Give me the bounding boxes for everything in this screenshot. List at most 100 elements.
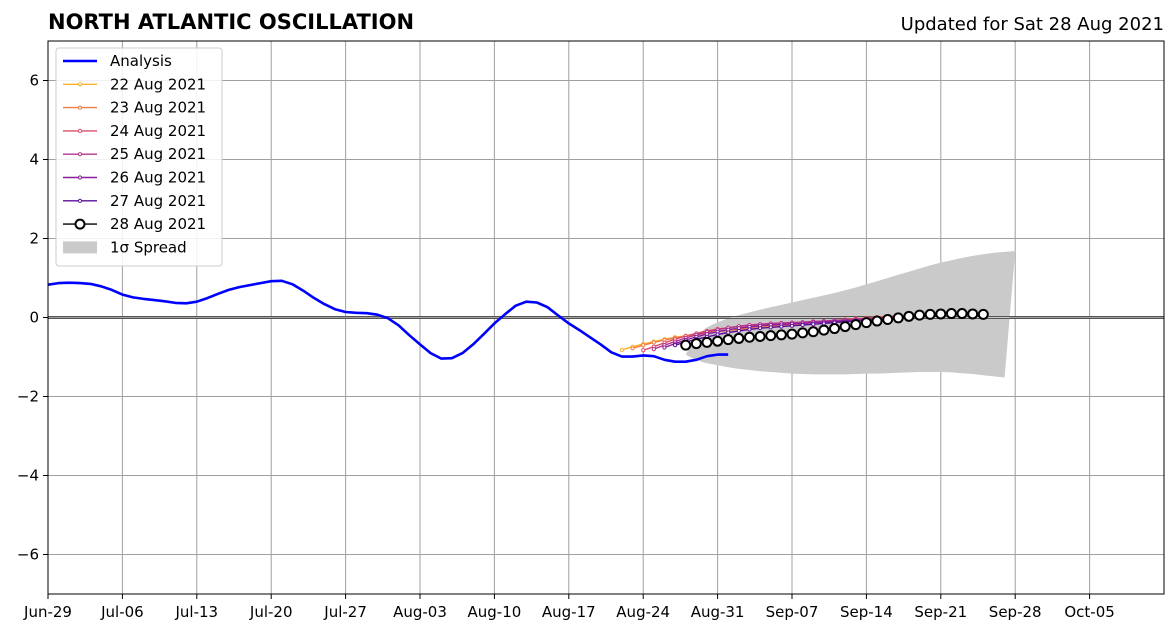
x-tick-label: Aug-24 [616,603,670,621]
legend-label: 26 Aug 2021 [110,169,206,187]
legend-label: 1σ Spread [110,238,187,256]
series-point [672,343,678,348]
series-point [871,315,883,327]
x-tick-label: Aug-10 [468,603,522,621]
series-point [903,310,915,322]
series-point [850,319,862,331]
series-point [768,325,773,330]
x-tick-label: Jul-06 [100,603,144,621]
zero-line [48,316,1164,319]
legend-label: 24 Aug 2021 [110,122,206,140]
y-axis-ticks: 6 4 2 0 −2 −4 −6 [17,72,48,564]
series-point [821,321,826,326]
series-point [747,327,752,332]
legend-marker [77,128,83,133]
series-point [779,324,784,329]
series-point [818,324,830,336]
y-tick-label: 4 [29,151,39,169]
series-point [754,330,766,342]
legend-marker [77,198,83,203]
legend-item: 26 Aug 2021 [63,169,206,187]
series-point [935,308,947,320]
legend-box [55,47,223,267]
x-tick-label: Jul-13 [174,603,218,621]
series-point [722,334,734,346]
series-point [945,308,957,320]
series-point [662,345,667,350]
x-tick-label: Sep-14 [840,603,893,621]
x-tick-label: Aug-03 [393,603,447,621]
legend-marker [77,152,83,157]
spread-area [685,251,1016,378]
series-point [977,308,989,320]
y-tick-label: −6 [17,546,39,564]
series-point [712,335,724,347]
series-point [797,327,809,339]
legend-label: 25 Aug 2021 [110,145,206,163]
spread-band [685,251,1016,378]
chart-updated-label: Updated for Sat 28 Aug 2021 [901,14,1164,35]
series-point [829,323,841,335]
legend-item: 23 Aug 2021 [63,99,206,117]
legend-item: 28 Aug 2021 [63,215,206,233]
series-lines [47,279,989,363]
series-line [47,279,729,363]
legend-label: Analysis [110,52,172,70]
series-point [726,330,731,335]
x-tick-label: Jun-29 [23,603,72,621]
legend-label: 28 Aug 2021 [110,215,206,233]
x-tick-label: Sep-21 [914,603,967,621]
series-point [619,347,625,352]
x-tick-label: Sep-07 [766,603,819,621]
x-tick-label: Jul-27 [323,603,367,621]
legend-label: 22 Aug 2021 [110,75,206,93]
legend-item: 25 Aug 2021 [63,145,206,163]
series-point [967,308,979,320]
y-tick-label: 2 [29,230,39,248]
y-tick-label: 6 [29,72,39,90]
series-point [733,332,745,344]
legend-item: Analysis [63,52,172,70]
series-28-aug-2021 [680,308,989,351]
y-tick-label: −4 [17,467,39,485]
series-point [765,330,777,342]
legend-item: 24 Aug 2021 [63,122,206,140]
series-point [651,347,656,352]
series-point [839,321,851,333]
chart-title: NORTH ATLANTIC OSCILLATION [48,10,414,34]
series-point [630,346,635,351]
x-tick-label: Sep-28 [989,603,1042,621]
series-point [715,332,720,337]
series-point [743,331,755,343]
series-point [651,340,656,345]
series-point [860,317,872,329]
x-axis-ticks: Jun-29 Jul-06 Jul-13 Jul-20 Jul-27 Aug-03 Aug-… [23,594,1115,621]
series-point [775,329,787,341]
series-point [800,322,805,328]
series-point [882,313,894,325]
legend-item: 22 Aug 2021 [63,75,206,93]
series-point [701,336,713,348]
y-tick-label: −2 [17,388,39,406]
series-point [736,328,741,334]
legend-swatch [63,241,97,254]
series-point [641,343,646,348]
legend-item: 27 Aug 2021 [63,192,206,210]
series-point [680,339,692,351]
series-point [641,348,646,353]
y-tick-label: 0 [29,309,39,327]
x-tick-label: Aug-17 [542,603,596,621]
legend-label: 27 Aug 2021 [110,192,206,210]
x-tick-label: Jul-20 [249,603,293,621]
legend-marker [74,218,86,230]
series-analysis [47,279,729,363]
series-point [807,326,819,338]
legend-marker [77,105,83,110]
series-point [811,322,816,327]
series-point [892,312,904,324]
series-point [690,338,702,350]
series-point [786,328,798,340]
legend-marker [77,175,83,180]
series-point [914,309,926,321]
